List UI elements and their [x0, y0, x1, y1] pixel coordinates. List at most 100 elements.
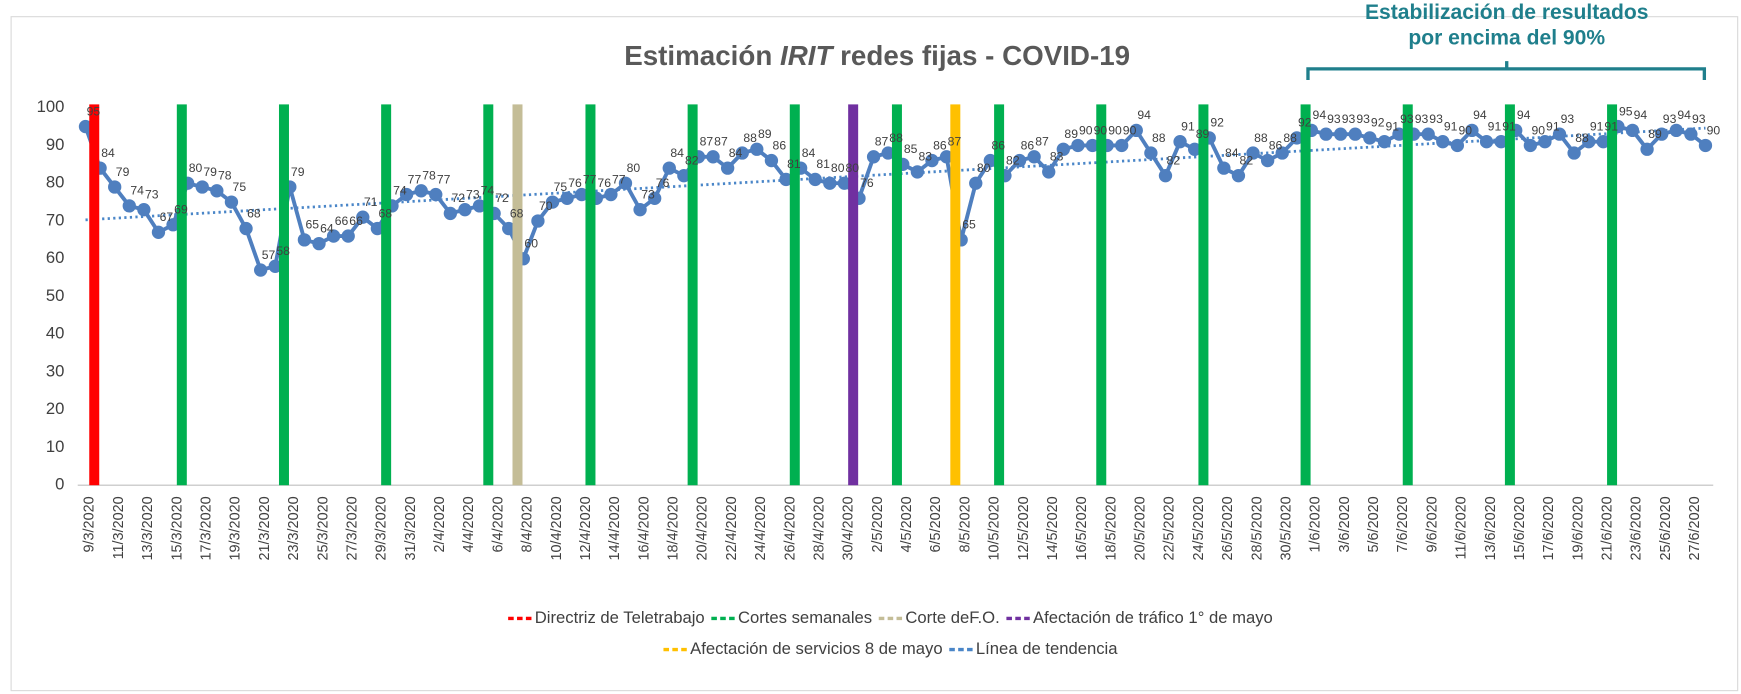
data-label: 93	[1342, 112, 1356, 126]
y-tick-label: 30	[46, 361, 65, 380]
x-tick-label: 27/6/2020	[1687, 496, 1703, 560]
data-label: 81	[787, 157, 801, 171]
data-label: 80	[846, 161, 860, 175]
x-tick-label: 21/3/2020	[257, 496, 273, 560]
data-label: 91	[1181, 119, 1195, 133]
x-tick-label: 26/4/2020	[782, 496, 798, 560]
data-point	[633, 202, 647, 217]
x-tick-label: 23/6/2020	[1629, 496, 1645, 560]
data-point	[1669, 123, 1683, 138]
data-label: 79	[203, 165, 217, 179]
data-point	[837, 176, 852, 190]
data-point	[341, 229, 355, 243]
data-point	[925, 153, 939, 168]
data-label: 80	[627, 161, 641, 175]
data-point	[1144, 146, 1158, 160]
legend-label: Cortes semanales	[738, 608, 872, 627]
data-label: 87	[714, 135, 728, 149]
data-label: 66	[349, 214, 363, 228]
x-tick-label: 2/4/2020	[432, 496, 448, 552]
data-point	[575, 187, 589, 202]
data-point	[210, 184, 224, 198]
data-label: 77	[408, 172, 422, 186]
data-label: 73	[641, 187, 655, 201]
y-tick-label: 10	[46, 437, 65, 456]
data-point	[1188, 142, 1202, 156]
data-label: 79	[116, 165, 130, 179]
event-bar	[848, 104, 859, 486]
title-part: IRIT	[780, 40, 834, 71]
data-point	[1333, 127, 1348, 141]
data-label: 80	[189, 161, 203, 175]
data-label: 90	[1108, 123, 1122, 137]
title-part: redes fijas - COVID-19	[832, 40, 1130, 71]
data-label: 67	[160, 210, 174, 224]
data-point	[253, 263, 268, 277]
data-label: 93	[1356, 112, 1370, 126]
data-point	[122, 199, 136, 213]
x-tick-label: 8/5/2020	[957, 496, 973, 552]
data-point	[443, 206, 458, 221]
x-tick-label: 24/5/2020	[1191, 496, 1207, 560]
y-tick-label: 20	[46, 399, 65, 418]
x-tick-label: 19/3/2020	[228, 496, 244, 560]
data-label: 91	[1546, 119, 1560, 133]
data-point	[1275, 146, 1289, 160]
data-label: 86	[1269, 138, 1283, 152]
legend-row: Directriz de Teletrabajo Cortes semanales…	[508, 608, 1273, 627]
data-point	[1158, 169, 1173, 183]
x-tick-label: 17/6/2020	[1541, 496, 1557, 560]
event-bar	[89, 104, 100, 486]
data-point	[983, 153, 998, 168]
data-point	[239, 221, 253, 236]
x-tick-label: 31/3/2020	[403, 496, 419, 560]
data-label: 84	[729, 146, 743, 160]
data-point	[1260, 153, 1275, 168]
data-point	[1552, 127, 1567, 141]
data-point	[618, 176, 633, 190]
data-point	[224, 195, 239, 209]
data-point	[531, 214, 545, 228]
data-point	[677, 169, 691, 183]
x-tick-label: 5/6/2020	[1366, 496, 1382, 552]
data-label: 68	[510, 206, 524, 220]
data-label: 86	[933, 138, 947, 152]
data-label: 89	[1196, 127, 1210, 141]
data-point	[1363, 131, 1377, 145]
data-point	[808, 172, 822, 187]
data-label: 89	[758, 127, 772, 141]
data-label: 82	[685, 153, 699, 167]
x-tick-label: 6/5/2020	[928, 496, 944, 552]
data-point	[356, 210, 370, 224]
data-label: 91	[1386, 119, 1400, 133]
data-point	[1246, 146, 1260, 160]
data-label: 93	[1327, 112, 1341, 126]
data-label: 94	[1313, 108, 1327, 122]
data-point	[881, 146, 895, 160]
data-label: 93	[1561, 112, 1575, 126]
event-bar	[891, 104, 902, 486]
data-point	[1319, 127, 1333, 141]
event-bar	[1402, 104, 1413, 486]
data-point	[1640, 142, 1654, 156]
data-point	[662, 161, 676, 175]
x-tick-label: 15/3/2020	[169, 496, 185, 560]
x-tick-label: 13/6/2020	[1483, 496, 1499, 560]
data-label: 91	[1590, 119, 1604, 133]
data-point	[735, 146, 749, 160]
event-bar	[176, 104, 187, 486]
data-label: 90	[1531, 123, 1545, 137]
data-point	[750, 142, 764, 156]
data-point	[268, 259, 282, 273]
event-bar	[1096, 104, 1107, 486]
data-label: 83	[918, 150, 932, 164]
data-point	[370, 221, 385, 236]
data-point	[1436, 135, 1450, 149]
data-point	[1625, 123, 1640, 138]
data-point	[399, 187, 414, 202]
data-point	[910, 165, 925, 179]
y-tick-label: 60	[46, 248, 65, 267]
data-point	[312, 236, 326, 251]
data-label: 77	[437, 172, 451, 186]
data-point	[137, 202, 151, 217]
